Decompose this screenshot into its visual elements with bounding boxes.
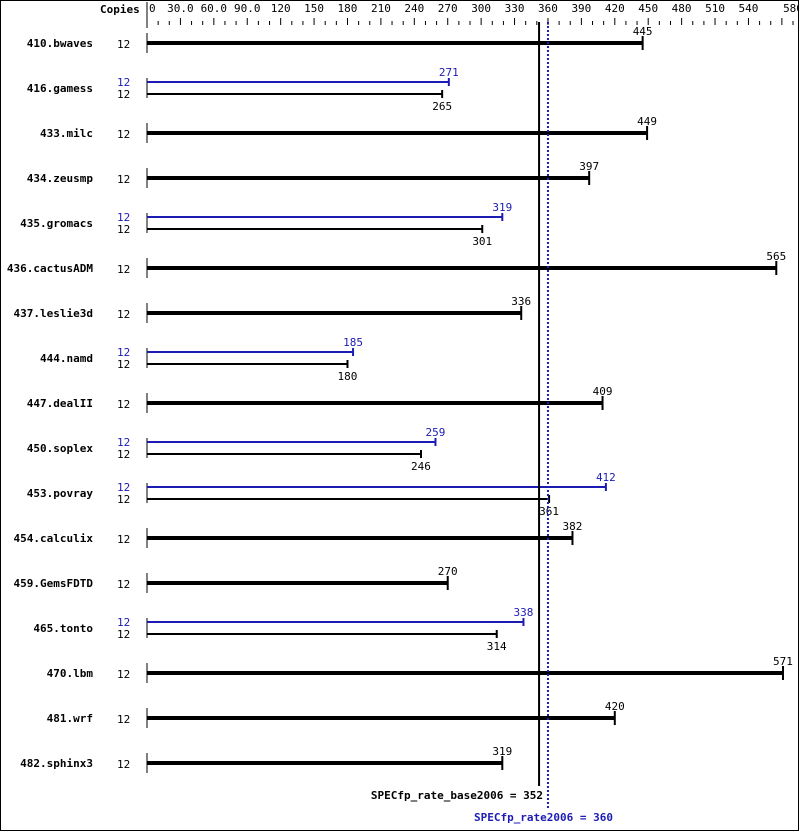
tick-label: 210: [371, 2, 391, 15]
copies-label: 12: [117, 713, 130, 726]
benchmark-label: 416.gamess: [27, 82, 93, 95]
base-mean-label: SPECfp_rate_base2006 = 352: [371, 789, 543, 802]
benchmark-label: 436.cactusADM: [7, 262, 93, 275]
copies-label: 12: [117, 448, 130, 461]
copies-label: 12: [117, 38, 130, 51]
copies-label: 12: [117, 308, 130, 321]
benchmark-label: 482.sphinx3: [20, 757, 93, 770]
base-value: 409: [593, 385, 613, 398]
tick-label: 30.0: [167, 2, 194, 15]
base-value: 449: [637, 115, 657, 128]
axis-label: Copies: [100, 3, 140, 16]
benchmark-label: 481.wrf: [47, 712, 93, 725]
copies-label: 12: [117, 758, 130, 771]
copies-label: 12: [117, 398, 130, 411]
copies-label: 12: [117, 628, 130, 641]
copies-label: 12: [117, 578, 130, 591]
tick-label: 360: [538, 2, 558, 15]
benchmark-label: 465.tonto: [33, 622, 93, 635]
base-value: 397: [579, 160, 599, 173]
peak-copies-label: 12: [117, 616, 130, 629]
peak-copies-label: 12: [117, 346, 130, 359]
tick-label: 240: [404, 2, 424, 15]
tick-label: 120: [271, 2, 291, 15]
peak-value: 412: [596, 471, 616, 484]
benchmark-label: 459.GemsFDTD: [14, 577, 94, 590]
base-value: 246: [411, 460, 431, 473]
peak-mean-label: SPECfp_rate2006 = 360: [474, 811, 613, 824]
tick-label: 390: [571, 2, 591, 15]
copies-label: 12: [117, 263, 130, 276]
peak-value: 319: [492, 201, 512, 214]
tick-label: 150: [304, 2, 324, 15]
peak-copies-label: 12: [117, 211, 130, 224]
tick-label: 330: [505, 2, 525, 15]
base-value: 180: [338, 370, 358, 383]
peak-value: 338: [514, 606, 534, 619]
base-value: 361: [539, 505, 559, 518]
tick-label: 180: [338, 2, 358, 15]
peak-copies-label: 12: [117, 481, 130, 494]
copies-label: 12: [117, 128, 130, 141]
base-value: 319: [492, 745, 512, 758]
copies-label: 12: [117, 493, 130, 506]
base-value: 270: [438, 565, 458, 578]
benchmark-label: 435.gromacs: [20, 217, 93, 230]
peak-value: 185: [343, 336, 363, 349]
base-value: 301: [472, 235, 492, 248]
tick-label: 480: [672, 2, 692, 15]
base-value: 314: [487, 640, 507, 653]
base-value: 336: [511, 295, 531, 308]
copies-label: 12: [117, 668, 130, 681]
copies-label: 12: [117, 358, 130, 371]
base-value: 571: [773, 655, 793, 668]
tick-label: 300: [471, 2, 491, 15]
peak-value: 271: [439, 66, 459, 79]
tick-label: 60.0: [201, 2, 228, 15]
benchmark-label: 433.milc: [40, 127, 93, 140]
benchmark-label: 454.calculix: [14, 532, 94, 545]
base-value: 420: [605, 700, 625, 713]
copies-label: 12: [117, 533, 130, 546]
copies-label: 12: [117, 88, 130, 101]
base-value: 445: [633, 25, 653, 38]
benchmark-label: 447.dealII: [27, 397, 93, 410]
tick-label: 580: [783, 2, 799, 15]
tick-label: 540: [739, 2, 759, 15]
tick-label: 0: [149, 2, 156, 15]
benchmark-label: 470.lbm: [47, 667, 94, 680]
peak-copies-label: 12: [117, 436, 130, 449]
copies-label: 12: [117, 173, 130, 186]
benchmark-label: 450.soplex: [27, 442, 94, 455]
base-value: 565: [766, 250, 786, 263]
peak-copies-label: 12: [117, 76, 130, 89]
benchmark-label: 453.povray: [27, 487, 94, 500]
copies-label: 12: [117, 223, 130, 236]
tick-label: 90.0: [234, 2, 261, 15]
benchmark-label: 434.zeusmp: [27, 172, 94, 185]
tick-label: 270: [438, 2, 458, 15]
tick-label: 450: [638, 2, 658, 15]
base-value: 265: [432, 100, 452, 113]
benchmark-label: 444.namd: [40, 352, 93, 365]
tick-label: 510: [705, 2, 725, 15]
base-value: 382: [563, 520, 583, 533]
peak-value: 259: [426, 426, 446, 439]
benchmark-label: 437.leslie3d: [14, 307, 93, 320]
tick-label: 420: [605, 2, 625, 15]
benchmark-label: 410.bwaves: [27, 37, 93, 50]
